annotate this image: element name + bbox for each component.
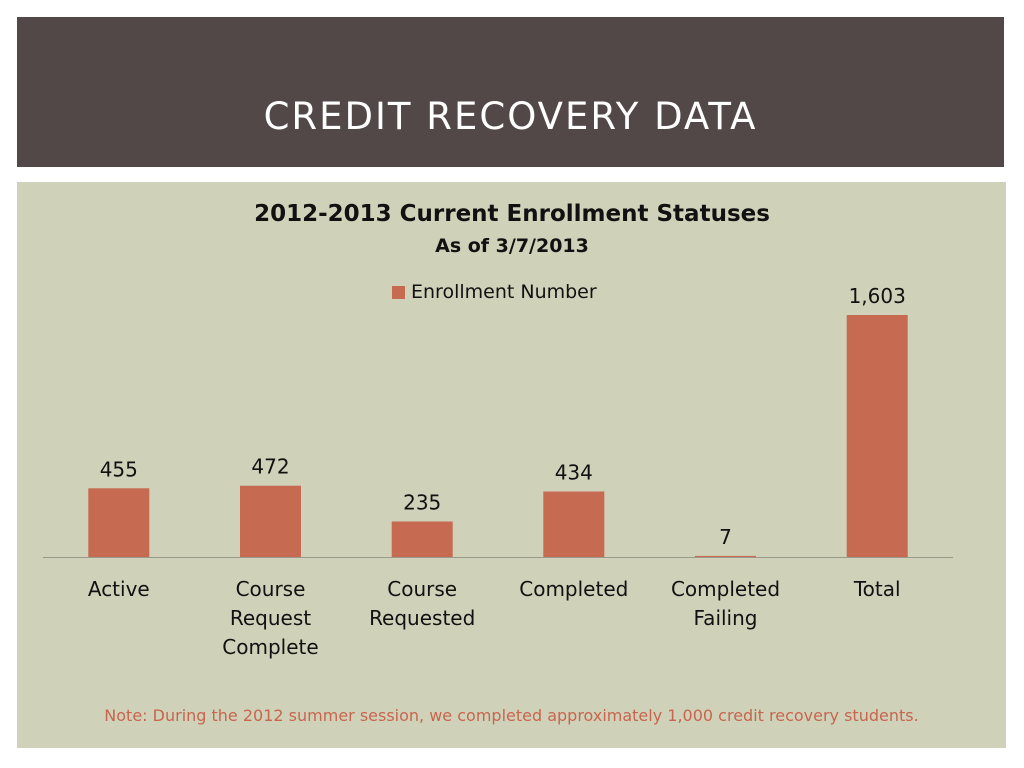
data-label-3: 434	[555, 461, 593, 485]
category-label-0: Active	[88, 577, 150, 601]
category-label-line: Complete	[222, 635, 318, 659]
category-label-4: Completed Failing	[671, 577, 780, 630]
category-label-line: Failing	[694, 606, 758, 630]
category-label-line: Request	[230, 606, 311, 630]
category-label-1: Course Request Complete	[222, 577, 318, 659]
bar-1	[240, 485, 301, 557]
category-label-line: Completed	[671, 577, 780, 601]
category-label-3: Completed	[519, 577, 628, 601]
data-label-5: 1,603	[849, 284, 906, 308]
bar-2	[391, 521, 453, 557]
category-label-line: Course	[387, 577, 457, 601]
data-label-1: 472	[251, 455, 289, 479]
legend-label: Enrollment Number	[411, 281, 597, 303]
chart-title: 2012-2013 Current Enrollment Statuses	[254, 201, 770, 227]
chart-panel	[17, 182, 1006, 748]
bar-3	[543, 491, 605, 557]
category-label-5: Total	[853, 577, 901, 601]
bar-0	[88, 488, 150, 557]
footnote: Note: During the 2012 summer session, we…	[104, 706, 919, 725]
category-label-line: Active	[88, 577, 150, 601]
chart-legend: Enrollment Number	[392, 279, 597, 305]
data-label-4: 7	[719, 525, 732, 549]
bar-4	[695, 555, 756, 557]
category-label-line: Total	[853, 577, 901, 601]
category-label-2: Course Requested	[369, 577, 475, 630]
data-label-0: 455	[100, 457, 138, 481]
legend-swatch	[392, 285, 405, 299]
category-label-line: Course	[236, 577, 306, 601]
category-label-line: Requested	[369, 606, 475, 630]
data-label-2: 235	[403, 491, 441, 515]
category-label-line: Completed	[519, 577, 628, 601]
chart-subtitle: As of 3/7/2013	[435, 235, 589, 257]
slide-title: CREDIT RECOVERY DATA	[263, 95, 758, 138]
slide-header: CREDIT RECOVERY DATA	[17, 17, 1004, 167]
bar-5	[846, 315, 908, 557]
